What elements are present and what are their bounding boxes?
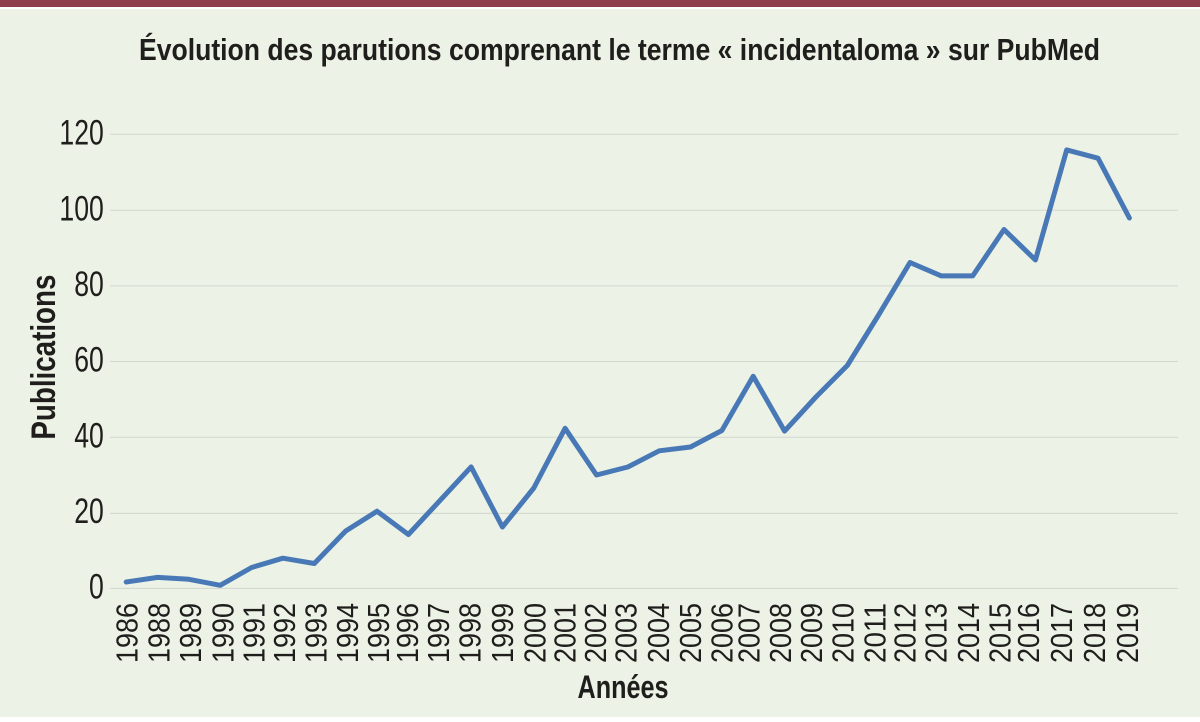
svg-text:1991: 1991	[238, 603, 272, 663]
svg-text:2011: 2011	[859, 603, 893, 663]
svg-text:1993: 1993	[300, 603, 334, 663]
svg-text:2019: 2019	[1111, 603, 1145, 663]
svg-text:1998: 1998	[454, 603, 488, 663]
svg-text:20: 20	[74, 492, 104, 531]
svg-text:2009: 2009	[795, 603, 829, 663]
svg-text:Évolution des parutions compre: Évolution des parutions comprenant le te…	[139, 32, 1100, 67]
svg-text:40: 40	[74, 416, 104, 455]
svg-text:0: 0	[89, 568, 104, 607]
svg-text:1988: 1988	[143, 603, 177, 663]
svg-text:60: 60	[74, 341, 104, 380]
svg-text:1999: 1999	[486, 603, 520, 663]
svg-text:2005: 2005	[674, 603, 708, 663]
svg-text:2007: 2007	[733, 603, 767, 663]
svg-text:1990: 1990	[206, 603, 240, 663]
svg-text:1994: 1994	[331, 603, 365, 663]
svg-text:2010: 2010	[826, 603, 860, 663]
svg-text:2008: 2008	[764, 603, 798, 663]
svg-text:1996: 1996	[391, 603, 425, 663]
svg-text:2001: 2001	[549, 603, 583, 663]
svg-text:1997: 1997	[422, 603, 456, 663]
svg-text:Publications: Publications	[25, 275, 63, 440]
svg-text:100: 100	[59, 190, 103, 229]
svg-text:Années: Années	[578, 669, 669, 705]
svg-text:2017: 2017	[1045, 603, 1079, 663]
svg-text:2000: 2000	[519, 603, 553, 663]
svg-text:2002: 2002	[579, 603, 613, 663]
svg-text:1986: 1986	[110, 603, 144, 663]
svg-text:2012: 2012	[888, 603, 922, 663]
svg-text:2015: 2015	[984, 603, 1018, 663]
svg-text:80: 80	[74, 265, 104, 304]
svg-text:2003: 2003	[610, 603, 644, 663]
svg-text:2018: 2018	[1078, 603, 1112, 663]
svg-text:1992: 1992	[268, 603, 302, 663]
svg-text:2014: 2014	[952, 603, 986, 663]
svg-text:2016: 2016	[1012, 603, 1046, 663]
svg-text:1995: 1995	[362, 603, 396, 663]
svg-text:1989: 1989	[174, 603, 208, 663]
svg-text:2013: 2013	[920, 603, 954, 663]
svg-text:120: 120	[59, 113, 103, 152]
svg-text:2006: 2006	[705, 603, 739, 663]
svg-text:2004: 2004	[642, 603, 676, 663]
